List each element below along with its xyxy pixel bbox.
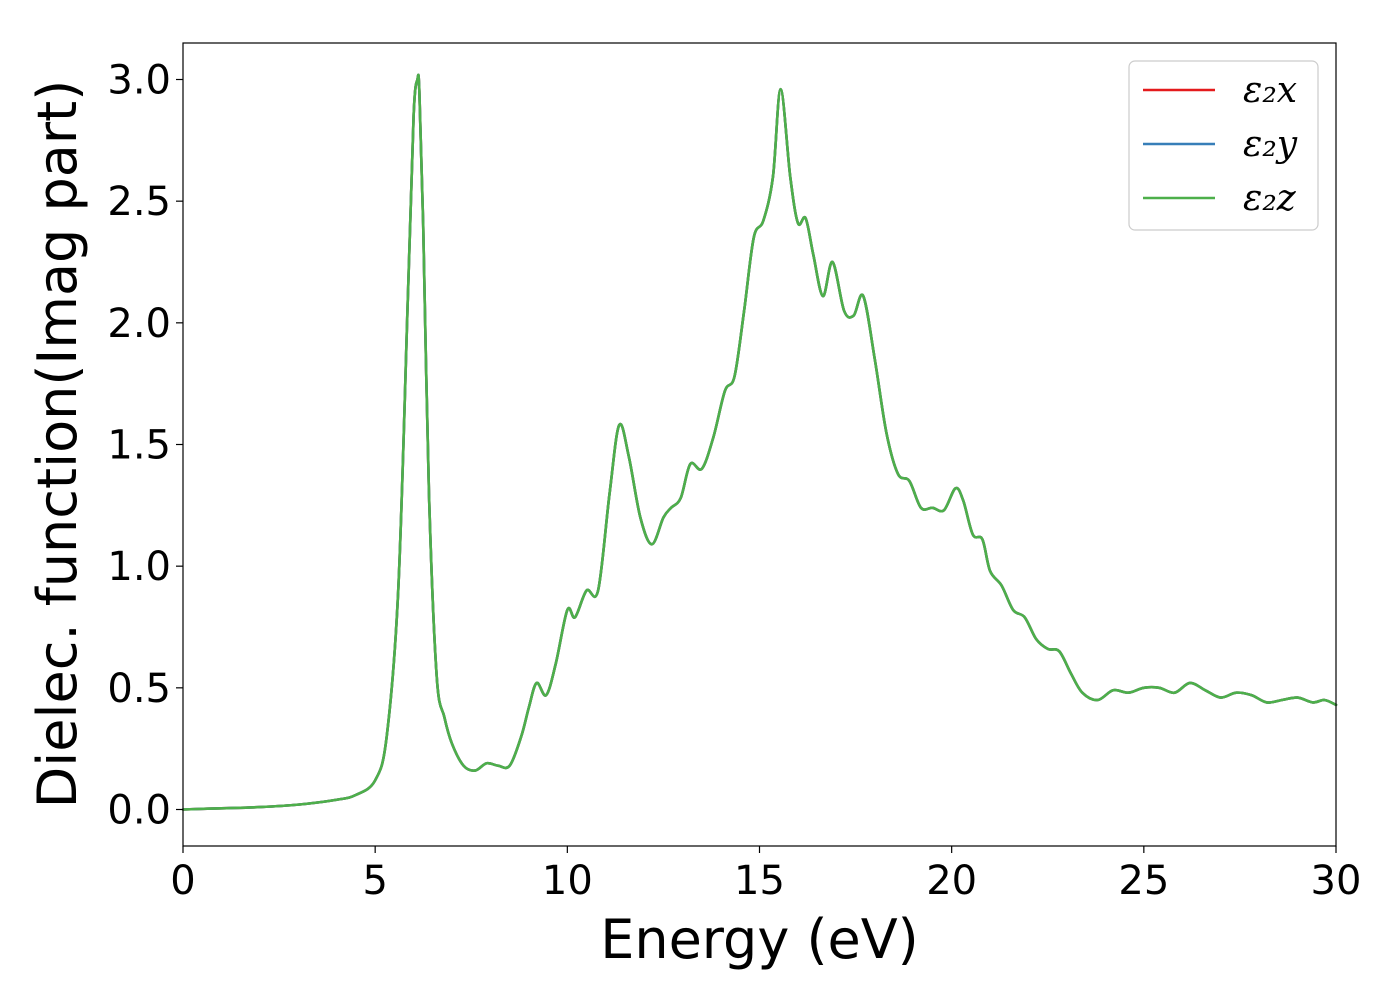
legend: ε₂x ε₂y ε₂z: [1128, 60, 1319, 231]
x-tick-label: 30: [1311, 858, 1362, 904]
x-tick-label: 0: [170, 858, 195, 904]
legend-label-2: ε₂y: [1243, 124, 1298, 165]
x-tick-label: 5: [362, 858, 387, 904]
y-axis-ticks: 0.0 0.5 1.0 1.5 2.0 2.5 3.0: [107, 58, 183, 834]
legend-box: [1128, 60, 1319, 231]
y-tick-label: 2.5: [107, 179, 171, 225]
x-tick-label: 10: [542, 858, 593, 904]
x-axis-label: Energy (eV): [600, 908, 919, 971]
y-tick-label: 2.0: [107, 301, 171, 347]
y-tick-label: 3.0: [107, 58, 171, 104]
legend-label-3: ε₂z: [1243, 178, 1297, 219]
x-tick-label: 15: [734, 858, 785, 904]
series-line-3: [181, 73, 1338, 811]
legend-label-1: ε₂x: [1243, 70, 1297, 111]
legend-items: ε₂x ε₂y ε₂z: [1143, 70, 1298, 219]
x-tick-label: 25: [1118, 858, 1169, 904]
series-lines: [181, 73, 1338, 811]
y-axis-label: Dielec. function(Imag part): [26, 80, 89, 809]
y-tick-label: 1.5: [107, 423, 171, 469]
x-tick-label: 20: [926, 858, 977, 904]
x-axis-ticks: 0 5 10 15 20 25 30: [170, 846, 1361, 904]
y-tick-label: 0.5: [107, 666, 171, 712]
y-tick-label: 1.0: [107, 544, 171, 590]
y-tick-label: 0.0: [107, 788, 171, 834]
